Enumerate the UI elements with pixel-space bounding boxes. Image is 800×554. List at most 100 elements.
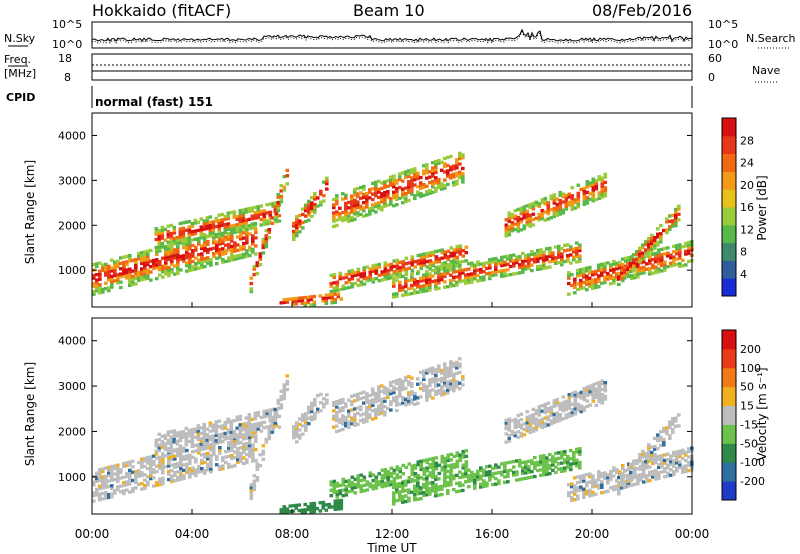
heatmap-cell: [193, 435, 198, 439]
heatmap-cell: [443, 250, 448, 254]
heatmap-cell: [434, 159, 438, 164]
heatmap-cell: [319, 409, 323, 413]
noise-tick-right-bottom: 10^0: [708, 38, 738, 51]
heatmap-cell: [545, 459, 549, 463]
heatmap-cell: [264, 440, 269, 444]
heatmap-cell: [482, 275, 486, 279]
heatmap-cell: [597, 478, 601, 482]
heatmap-cell: [244, 427, 249, 431]
heatmap-cell: [555, 403, 560, 407]
heatmap-cell: [401, 486, 405, 491]
heatmap-cell: [122, 462, 126, 466]
heatmap-cell: [211, 230, 216, 235]
heatmap-cell: [98, 476, 102, 480]
heatmap-cell: [434, 186, 438, 191]
heatmap-cell: [365, 405, 369, 410]
heatmap-cell: [368, 275, 373, 279]
heatmap-cell: [582, 490, 586, 494]
heatmap-cell: [362, 478, 367, 482]
heatmap-cell: [413, 183, 417, 187]
heatmap-cell: [248, 232, 252, 236]
heatmap-cell: [422, 286, 426, 291]
heatmap-cell: [443, 375, 447, 380]
heatmap-cell: [335, 429, 339, 434]
heatmap-cell: [206, 248, 210, 252]
heatmap-cell: [609, 265, 613, 270]
heatmap-cell: [224, 249, 228, 253]
heatmap-cell: [116, 469, 120, 473]
heatmap-cell: [657, 248, 661, 252]
heatmap-cell: [374, 408, 378, 412]
heatmap-cell: [158, 463, 162, 468]
heatmap-cell: [654, 469, 658, 473]
heatmap-cell: [458, 280, 462, 284]
heatmap-cell: [339, 504, 344, 508]
heatmap-cell: [377, 187, 381, 191]
heatmap-cell: [567, 273, 571, 278]
heatmap-cell: [325, 176, 329, 180]
heatmap-cell: [662, 426, 666, 431]
heatmap-cell: [410, 390, 414, 394]
heatmap-cell: [353, 271, 358, 275]
heatmap-cell: [279, 194, 284, 198]
heatmap-cell: [395, 409, 399, 413]
heatmap-cell: [279, 189, 284, 193]
heatmap-cell: [551, 468, 555, 472]
heatmap-cell: [330, 293, 335, 297]
heatmap-cell: [519, 206, 524, 210]
heatmap-cell: [392, 494, 396, 498]
heatmap-cell: [164, 261, 168, 265]
heatmap-cell: [443, 470, 448, 474]
heatmap-cell: [651, 475, 655, 479]
heatmap-cell: [588, 494, 592, 498]
noise-tick-left-top: 10^5: [52, 18, 82, 31]
heatmap-cell: [184, 220, 189, 224]
heatmap-cell: [389, 466, 394, 470]
heatmap-cell: [392, 193, 396, 197]
heatmap-cell: [344, 479, 349, 483]
heatmap-cell: [591, 270, 595, 274]
heatmap-cell: [392, 259, 397, 263]
heatmap-cell: [350, 197, 354, 201]
heatmap-cell: [687, 246, 691, 250]
heatmap-cell: [181, 432, 186, 437]
heatmap-cell: [507, 225, 512, 229]
heatmap-cell: [672, 472, 676, 477]
heatmap-cell: [603, 188, 608, 193]
heatmap-cell: [684, 453, 688, 457]
heatmap-cell: [166, 447, 171, 451]
heatmap-cell: [516, 419, 521, 423]
heatmap-cell: [208, 421, 213, 425]
heatmap-cell: [455, 473, 459, 477]
heatmap-cell: [603, 175, 608, 179]
heatmap-cell: [594, 197, 599, 202]
heatmap-cell: [341, 483, 346, 487]
heatmap-cell: [660, 462, 664, 466]
heatmap-cell: [254, 236, 258, 240]
heatmap-cell: [407, 279, 411, 283]
heatmap-cell: [233, 254, 237, 259]
heatmap-cell: [675, 461, 679, 465]
heatmap-cell: [250, 209, 255, 213]
heatmap-cell: [341, 408, 345, 413]
heatmap-cell: [251, 454, 255, 458]
heatmap-cell: [503, 255, 507, 259]
heatmap-cell: [425, 493, 429, 497]
heatmap-cell: [449, 268, 453, 272]
heatmap-cell: [669, 256, 673, 260]
heatmap-cell: [185, 462, 189, 466]
heatmap-cell: [612, 474, 616, 478]
heatmap-cell: [434, 494, 438, 498]
heatmap-cell: [431, 459, 436, 463]
heatmap-cell: [518, 271, 522, 275]
heatmap-cell: [452, 386, 456, 390]
heatmap-cell: [413, 260, 418, 264]
heatmap-cell: [214, 439, 219, 443]
heatmap-cell: [473, 266, 477, 270]
heatmap-cell: [567, 292, 571, 296]
heatmap-cell: [392, 179, 396, 184]
heatmap-cell: [437, 257, 442, 261]
heatmap-cell: [232, 432, 237, 436]
heatmap-cell: [359, 204, 363, 208]
heatmap-cell: [248, 443, 252, 448]
